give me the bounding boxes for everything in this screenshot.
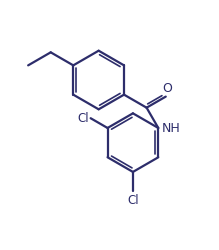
Text: Cl: Cl bbox=[127, 194, 139, 206]
Text: Cl: Cl bbox=[77, 111, 89, 124]
Text: NH: NH bbox=[162, 122, 180, 135]
Text: O: O bbox=[162, 82, 172, 95]
